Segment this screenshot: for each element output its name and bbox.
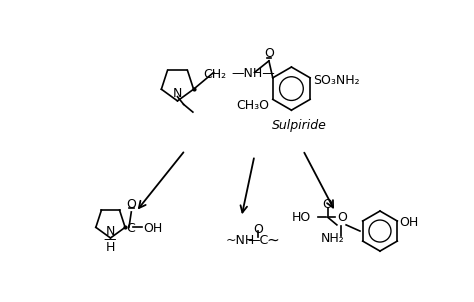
Text: O: O — [337, 211, 347, 224]
Text: O: O — [323, 198, 333, 211]
Text: N: N — [173, 87, 182, 100]
Text: NH₂: NH₂ — [321, 232, 345, 245]
Text: OH: OH — [400, 216, 419, 229]
Text: ~: ~ — [266, 233, 279, 248]
Text: ~NH: ~NH — [226, 234, 255, 247]
Text: HO: HO — [292, 211, 310, 224]
Text: CH₂: CH₂ — [203, 68, 226, 81]
Text: H: H — [106, 241, 115, 254]
Text: —NH—: —NH— — [231, 67, 275, 80]
Text: —: — — [103, 233, 116, 246]
Text: —C: —C — [247, 234, 269, 247]
Text: SO₃NH₂: SO₃NH₂ — [313, 74, 360, 87]
Text: N: N — [106, 225, 115, 238]
Text: CH₃O: CH₃O — [236, 99, 269, 112]
Text: O: O — [264, 47, 274, 60]
Text: Sulpiride: Sulpiride — [272, 119, 327, 132]
Text: O: O — [127, 198, 136, 211]
Text: C: C — [126, 222, 135, 235]
Text: O: O — [254, 223, 263, 236]
Text: OH: OH — [144, 222, 163, 235]
